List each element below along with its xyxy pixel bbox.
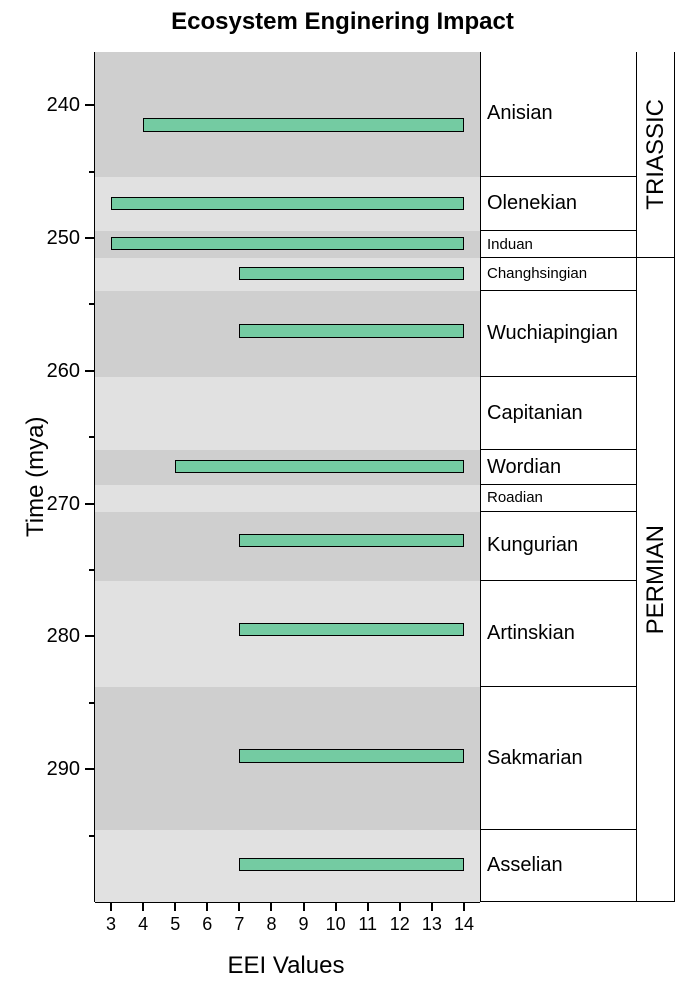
y-tick-label: 280 xyxy=(40,625,80,648)
x-tick xyxy=(174,902,176,911)
eei-bar xyxy=(175,460,464,473)
y-minor-tick xyxy=(89,569,95,571)
eei-bar xyxy=(239,324,464,337)
stage-cell: Sakmarian xyxy=(480,687,637,830)
eei-bar xyxy=(239,858,464,871)
stage-label: Roadian xyxy=(481,489,543,506)
eei-bar xyxy=(111,197,464,210)
eei-bar xyxy=(143,118,464,131)
stage-cell: Artinskian xyxy=(480,581,637,687)
x-tick xyxy=(270,902,272,911)
y-tick xyxy=(85,768,95,770)
x-tick-label: 12 xyxy=(385,914,415,935)
x-tick-label: 13 xyxy=(417,914,447,935)
x-tick xyxy=(303,902,305,911)
x-tick xyxy=(399,902,401,911)
chart-title: Ecosystem Enginering Impact xyxy=(0,8,685,36)
stage-cell: Induan xyxy=(480,231,637,258)
x-tick xyxy=(367,902,369,911)
y-tick xyxy=(85,635,95,637)
x-tick xyxy=(431,902,433,911)
y-tick xyxy=(85,104,95,106)
y-minor-tick xyxy=(89,171,95,173)
x-tick-label: 7 xyxy=(224,914,254,935)
stage-band xyxy=(95,377,480,450)
stage-label: Capitanian xyxy=(481,402,583,425)
chart-root: Ecosystem Enginering Impact Anisian Olene… xyxy=(0,0,685,988)
stage-label: Anisian xyxy=(481,102,553,125)
period-label: PERMIAN xyxy=(642,525,670,634)
eei-bar xyxy=(239,749,464,762)
stage-band xyxy=(95,52,480,177)
y-tick-label: 290 xyxy=(40,758,80,781)
period-cell: PERMIAN xyxy=(637,258,675,902)
x-tick-label: 10 xyxy=(321,914,351,935)
stage-label: Olenekian xyxy=(481,192,577,215)
stage-label: Wordian xyxy=(481,456,561,479)
stage-label: Induan xyxy=(481,236,533,253)
y-tick-label: 240 xyxy=(40,94,80,117)
y-minor-tick xyxy=(89,436,95,438)
stage-cell: Wuchiapingian xyxy=(480,291,637,377)
y-tick xyxy=(85,237,95,239)
x-tick-label: 9 xyxy=(289,914,319,935)
period-cell: TRIASSIC xyxy=(637,52,675,258)
stage-label: Asselian xyxy=(481,854,563,877)
x-tick xyxy=(142,902,144,911)
stage-label: Artinskian xyxy=(481,622,575,645)
x-tick xyxy=(238,902,240,911)
y-minor-tick xyxy=(89,702,95,704)
stage-label: Changhsingian xyxy=(481,265,587,282)
x-tick-label: 8 xyxy=(256,914,286,935)
x-tick xyxy=(110,902,112,911)
stage-label: Wuchiapingian xyxy=(481,322,618,345)
y-minor-tick xyxy=(89,303,95,305)
y-tick-label: 260 xyxy=(40,360,80,383)
stage-band xyxy=(95,485,480,512)
eei-bar xyxy=(111,237,464,250)
stage-cell: Olenekian xyxy=(480,177,637,231)
eei-bar xyxy=(239,534,464,547)
stage-cell: Changhsingian xyxy=(480,258,637,291)
x-tick xyxy=(335,902,337,911)
stage-label: Sakmarian xyxy=(481,747,583,770)
stage-cell: Anisian xyxy=(480,52,637,177)
stage-cell: Roadian xyxy=(480,485,637,512)
period-column: TRIASSIC PERMIAN xyxy=(637,52,675,902)
stage-cell: Wordian xyxy=(480,450,637,485)
y-minor-tick xyxy=(89,835,95,837)
eei-bar xyxy=(239,267,464,280)
x-tick xyxy=(463,902,465,911)
stage-column: Anisian Olenekian Induan Changhsingian Wuchi… xyxy=(480,52,637,902)
x-tick-label: 5 xyxy=(160,914,190,935)
y-axis-label: Time (mya) xyxy=(22,417,50,537)
x-tick-label: 11 xyxy=(353,914,383,935)
x-tick-label: 3 xyxy=(96,914,126,935)
y-tick xyxy=(85,370,95,372)
y-tick-label: 250 xyxy=(40,227,80,250)
period-label: TRIASSIC xyxy=(642,99,670,210)
stage-cell: Kungurian xyxy=(480,512,637,581)
x-tick-label: 14 xyxy=(449,914,479,935)
stage-cell: Capitanian xyxy=(480,377,637,450)
x-tick xyxy=(206,902,208,911)
stage-cell: Asselian xyxy=(480,830,637,902)
x-tick-label: 6 xyxy=(192,914,222,935)
x-axis-label: EEI Values xyxy=(228,952,345,980)
eei-bar xyxy=(239,623,464,636)
x-tick-label: 4 xyxy=(128,914,158,935)
y-tick xyxy=(85,503,95,505)
stage-label: Kungurian xyxy=(481,534,578,557)
plot-area xyxy=(95,52,480,902)
